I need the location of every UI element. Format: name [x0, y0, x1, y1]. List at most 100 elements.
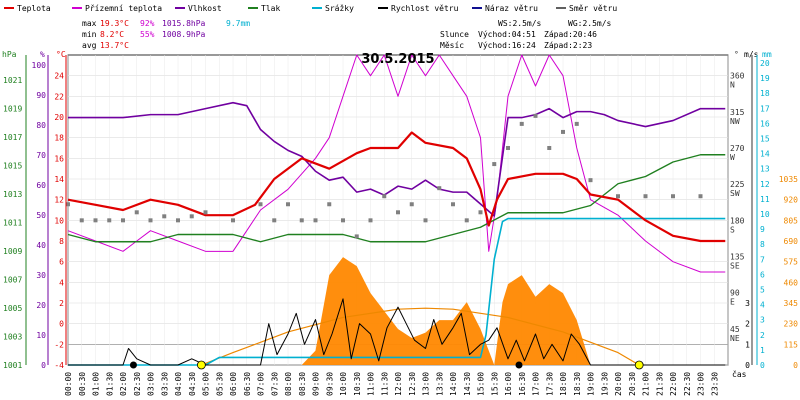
- wind-direction-point: [643, 194, 648, 199]
- rain-line: [68, 217, 726, 366]
- wind-direction-point: [286, 202, 290, 207]
- humidity-line: [68, 101, 726, 217]
- pressure-line: [67, 154, 726, 243]
- deg-tick-label: 45: [730, 325, 740, 334]
- temp-tick-label: 16: [54, 154, 64, 163]
- wind-direction-point: [588, 178, 593, 183]
- deg-tick-label: 180: [730, 216, 745, 225]
- deg-tick-label: 360: [730, 72, 745, 81]
- hpa-tick-label: 1007: [3, 276, 22, 285]
- stat-slunce-zapad: Západ:20:46: [544, 30, 597, 39]
- deg-tick-label: 90: [730, 289, 740, 298]
- x-tick-label: 01:30: [105, 372, 114, 396]
- temperature-line: [67, 131, 726, 243]
- legend-item-label: Vlhkost: [188, 4, 222, 13]
- mm-tick-label: 14: [760, 150, 770, 159]
- wind-direction-point: [561, 129, 565, 134]
- stat-slunce: Slunce: [440, 30, 469, 39]
- hpa-tick-label: 1005: [3, 304, 22, 313]
- x-tick-label: 10:30: [353, 372, 362, 396]
- mm-tick-label: 5: [760, 286, 765, 295]
- mm-tick-label: 8: [760, 240, 765, 249]
- x-tick-label: 00:00: [64, 372, 73, 396]
- stat-min-temp: 8.2°C: [100, 30, 124, 39]
- dir-label: W: [730, 153, 735, 162]
- wind-direction-point: [121, 218, 125, 223]
- x-tick-label: 03:30: [160, 372, 169, 396]
- mm-tick-label: 13: [760, 165, 770, 174]
- stat-min-label: min: [82, 30, 97, 39]
- wind-direction-point: [79, 218, 84, 223]
- wind-direction-point: [506, 146, 510, 150]
- hpa-tick-label: 1009: [3, 247, 22, 256]
- wind-direction-point: [134, 210, 139, 215]
- mm-tick-label: 11: [760, 195, 770, 204]
- deg-tick-label: 225: [730, 180, 745, 189]
- mm-tick-label: 0: [760, 361, 765, 370]
- x-tick-label: 16:30: [518, 372, 527, 396]
- x-tick-label: 14:00: [449, 372, 458, 396]
- temp-tick-label: 24: [54, 72, 64, 81]
- wind-direction-point: [341, 218, 345, 223]
- stat-max-temp: 19.3°C: [100, 19, 129, 28]
- mm-tick-label: 18: [760, 89, 770, 98]
- legend-item-label: Srážky: [325, 4, 354, 13]
- stat-mesic: Měsíc: [440, 41, 464, 50]
- wm2-tick-label: 575: [784, 258, 799, 267]
- pct-tick-label: 100: [32, 61, 47, 70]
- x-tick-label: 12:30: [408, 372, 417, 396]
- stat-max-hum: 92%: [140, 19, 155, 28]
- x-tick-label: 18:30: [573, 372, 582, 396]
- stat-max-rain: 9.7mm: [226, 19, 250, 28]
- stat-max-label: max: [82, 19, 97, 28]
- wind-direction-point: [533, 113, 538, 118]
- wind-direction-point: [423, 218, 428, 223]
- axes: hPa1021101910171015101310111009100710051…: [2, 50, 798, 396]
- wind-direction-point: [396, 210, 400, 215]
- dir-label: S: [730, 225, 735, 234]
- x-tick-label: 12:00: [394, 372, 403, 396]
- solar-area: [301, 257, 591, 365]
- ms-tick-label: 1: [745, 340, 750, 349]
- ms-tick-label: 0: [745, 361, 750, 370]
- wind-direction-point: [189, 214, 194, 219]
- hpa-axis-unit: hPa: [2, 50, 17, 59]
- solar-radiation-area: [301, 257, 591, 365]
- mm-tick-label: 15: [760, 135, 770, 144]
- x-tick-label: 02:00: [119, 372, 128, 396]
- temp-tick-label: 6: [59, 258, 64, 267]
- mm-axis-unit: mm: [762, 50, 772, 59]
- legend-item-label: Náraz větru: [485, 4, 538, 13]
- pct-tick-label: 40: [36, 241, 46, 250]
- temp-tick-label: 18: [54, 134, 64, 143]
- x-tick-label: 13:30: [435, 372, 444, 396]
- stat-avg-label: avg: [82, 41, 97, 50]
- mm-tick-label: 6: [760, 270, 765, 279]
- wm2-tick-label: 1035: [779, 175, 798, 184]
- wm2-tick-label: 115: [784, 340, 799, 349]
- deg-axis-unit: °: [734, 50, 739, 59]
- ms-axis-unit: m/s: [744, 50, 759, 59]
- x-tick-label: 14:30: [463, 372, 472, 396]
- x-tick-label: 04:30: [188, 372, 197, 396]
- pct-tick-label: 20: [36, 301, 46, 310]
- wind-direction-points: [66, 113, 703, 239]
- pct-tick-label: 80: [36, 121, 46, 130]
- hpa-tick-label: 1011: [3, 219, 22, 228]
- wind-direction-point: [547, 146, 552, 150]
- x-tick-label: 05:30: [215, 372, 224, 396]
- temp-tick-label: -2: [54, 340, 64, 349]
- x-tick-label: 11:00: [367, 372, 376, 396]
- sun-curve-line: [201, 307, 640, 366]
- mm-tick-label: 2: [760, 331, 765, 340]
- wind-direction-point: [258, 202, 263, 207]
- x-tick-label: 07:00: [257, 372, 266, 396]
- x-tick-label: 10:00: [339, 372, 348, 396]
- mm-tick-label: 20: [760, 59, 770, 68]
- x-tick-label: 02:30: [133, 372, 142, 396]
- x-tick-label: 23:30: [710, 372, 719, 396]
- wind-speed-line: [68, 298, 726, 366]
- wind-direction-point: [574, 121, 579, 126]
- wind-direction-point: [231, 218, 235, 223]
- dir-label: NE: [730, 334, 740, 343]
